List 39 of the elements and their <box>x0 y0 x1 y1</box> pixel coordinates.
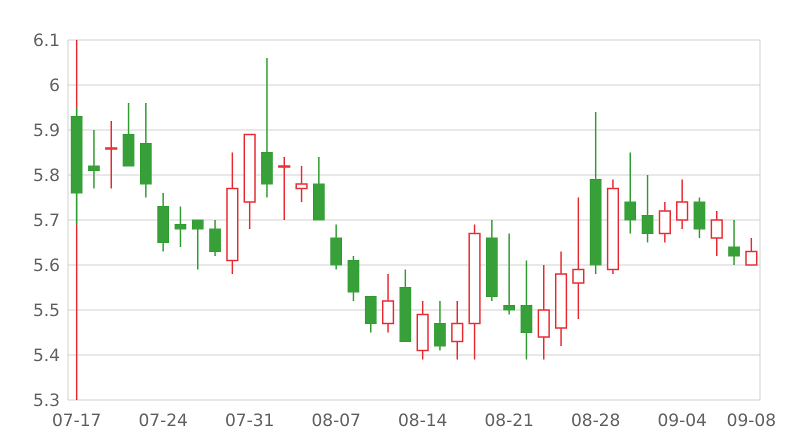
candlestick <box>157 192 170 252</box>
candlestick <box>590 111 602 275</box>
candlestick <box>140 102 152 198</box>
x-tick-label: 07-31 <box>224 411 274 431</box>
candlestick <box>226 152 238 275</box>
y-tick-label: 5.9 <box>32 120 60 141</box>
candlestick <box>261 57 273 198</box>
x-tick-label: 08-28 <box>570 411 620 431</box>
x-tick-label: 09-04 <box>657 411 707 431</box>
candlestick <box>105 120 118 190</box>
y-tick-label: 5.3 <box>32 390 60 411</box>
x-tick-label: 08-14 <box>398 411 448 431</box>
y-tick-label: 5.4 <box>32 346 60 366</box>
candlestick <box>295 165 308 203</box>
candlestick <box>451 300 464 360</box>
y-tick-label: 5.5 <box>32 300 60 321</box>
x-tick-label: 09-08 <box>726 411 776 431</box>
x-tick-label: 07-17 <box>52 411 102 431</box>
y-tick-label: 6.1 <box>32 30 60 51</box>
candlestick <box>538 264 550 360</box>
candlestick <box>278 156 290 221</box>
y-tick-label: 6 <box>49 76 60 96</box>
candlestick <box>520 260 532 360</box>
candlestick <box>70 106 83 226</box>
candlestick <box>710 210 723 257</box>
candlestick <box>468 224 481 360</box>
x-tick-label: 08-21 <box>484 411 534 431</box>
x-tick-label: 07-24 <box>138 411 188 431</box>
candlestick <box>728 219 740 266</box>
y-tick-label: 5.8 <box>32 166 60 186</box>
candlestick <box>554 250 568 347</box>
candlestick <box>174 206 186 248</box>
x-tick-label: 08-07 <box>311 411 361 431</box>
candlestick <box>624 152 636 234</box>
y-tick-label: 5.6 <box>32 256 60 276</box>
y-tick-label: 5.7 <box>32 210 60 231</box>
candlestick <box>88 129 100 190</box>
candlestick <box>572 196 584 320</box>
candlestick <box>642 174 654 244</box>
